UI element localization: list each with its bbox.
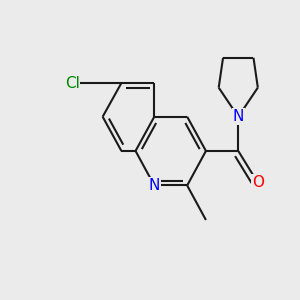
- Text: N: N: [232, 109, 244, 124]
- Text: Cl: Cl: [65, 76, 80, 91]
- Text: N: N: [148, 178, 160, 193]
- Text: O: O: [252, 175, 264, 190]
